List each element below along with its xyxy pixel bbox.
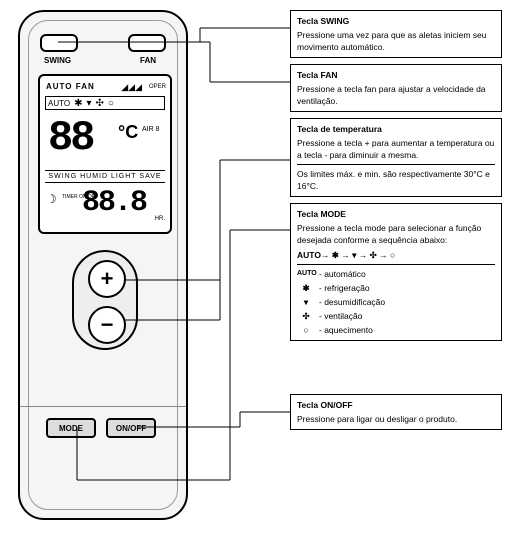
lcd-hr: HR. bbox=[155, 216, 165, 222]
callout-temp: Tecla de temperatura Pressione a tecla +… bbox=[290, 118, 502, 197]
mode-sym: AUTO bbox=[297, 268, 315, 280]
callout-body: Pressione a tecla mode para selecionar a… bbox=[297, 222, 495, 246]
lcd-fan-bars: ◢◢◢ bbox=[121, 82, 142, 93]
callout-title: Tecla ON/OFF bbox=[297, 399, 495, 411]
mode-sequence: AUTO→ ✱ → ▾ → ✣ → ○ bbox=[297, 249, 495, 261]
lcd-temp-unit: °C bbox=[118, 122, 138, 143]
callout-body: Pressione uma vez para que as aletas ini… bbox=[297, 29, 495, 53]
plus-button[interactable]: + bbox=[88, 260, 126, 298]
remote-body: SWING FAN AUTO FAN ◢◢◢ OPER AUTO ✱ ▾ ✣ ○… bbox=[18, 10, 188, 520]
dry-icon: ▾ bbox=[86, 98, 91, 109]
callout-body: Pressione a tecla fan para ajustar a vel… bbox=[297, 83, 495, 107]
lcd-auto-fan: AUTO FAN bbox=[46, 82, 95, 91]
lcd-display: AUTO FAN ◢◢◢ OPER AUTO ✱ ▾ ✣ ○ 88 °C AIR… bbox=[38, 74, 172, 234]
snowflake-icon: ✱ bbox=[74, 98, 82, 109]
callout-title: Tecla SWING bbox=[297, 15, 495, 27]
heat-icon: ○ bbox=[297, 324, 315, 336]
lcd-mode-row: AUTO ✱ ▾ ✣ ○ bbox=[45, 96, 165, 110]
moon-icon: ☽ bbox=[46, 192, 57, 206]
lcd-timer-value: 88.8 bbox=[82, 186, 146, 220]
callout-divider bbox=[297, 164, 495, 165]
heat-icon: ○ bbox=[108, 98, 114, 109]
mode-txt: - aquecimento bbox=[319, 324, 495, 336]
fan-icon: ✣ bbox=[297, 310, 315, 322]
callout-divider bbox=[297, 264, 495, 265]
dry-icon: ▾ bbox=[297, 296, 315, 308]
plus-icon: + bbox=[101, 266, 114, 292]
mode-button[interactable]: MODE bbox=[46, 418, 96, 438]
callout-fan: Tecla FAN Pressione a tecla fan para aju… bbox=[290, 64, 502, 112]
minus-icon: − bbox=[101, 312, 114, 338]
snowflake-icon: ✱ bbox=[297, 282, 315, 294]
callout-mode: Tecla MODE Pressione a tecla mode para s… bbox=[290, 203, 502, 341]
callout-title: Tecla de temperatura bbox=[297, 123, 495, 135]
minus-button[interactable]: − bbox=[88, 306, 126, 344]
mode-txt: - refrigeração bbox=[319, 282, 495, 294]
mode-txt: - automático bbox=[319, 268, 495, 280]
swing-label: SWING bbox=[44, 56, 71, 65]
fan-button[interactable] bbox=[128, 34, 166, 52]
lcd-oper: OPER bbox=[149, 84, 166, 90]
mode-button-label: MODE bbox=[59, 424, 83, 433]
callout-body: Os limites máx. e min. são respectivamen… bbox=[297, 168, 495, 192]
temp-pad: + − bbox=[72, 250, 138, 350]
lcd-mid-labels: SWING HUMID LIGHT SAVE bbox=[45, 170, 165, 183]
lcd-mode-auto: AUTO bbox=[48, 99, 70, 108]
onoff-button[interactable]: ON/OFF bbox=[106, 418, 156, 438]
mode-txt: - desumidificação bbox=[319, 296, 495, 308]
callout-swing: Tecla SWING Pressione uma vez para que a… bbox=[290, 10, 502, 58]
callout-body: Pressione para ligar ou desligar o produ… bbox=[297, 413, 495, 425]
callout-title: Tecla MODE bbox=[297, 208, 495, 220]
remote-divider bbox=[20, 406, 186, 407]
fan-icon: ✣ bbox=[96, 98, 104, 109]
callout-body: Pressione a tecla + para aumentar a temp… bbox=[297, 137, 495, 161]
mode-txt: - ventilação bbox=[319, 310, 495, 322]
fan-label: FAN bbox=[140, 56, 156, 65]
callout-title: Tecla FAN bbox=[297, 69, 495, 81]
callout-onoff: Tecla ON/OFF Pressione para ligar ou des… bbox=[290, 394, 502, 430]
lcd-temp-value: 88 bbox=[48, 114, 92, 162]
onoff-button-label: ON/OFF bbox=[116, 424, 146, 433]
mode-list: AUTO - automático ✱ - refrigeração ▾ - desu… bbox=[297, 268, 495, 336]
swing-button[interactable] bbox=[40, 34, 78, 52]
lcd-air: AIR 8 bbox=[142, 126, 160, 133]
